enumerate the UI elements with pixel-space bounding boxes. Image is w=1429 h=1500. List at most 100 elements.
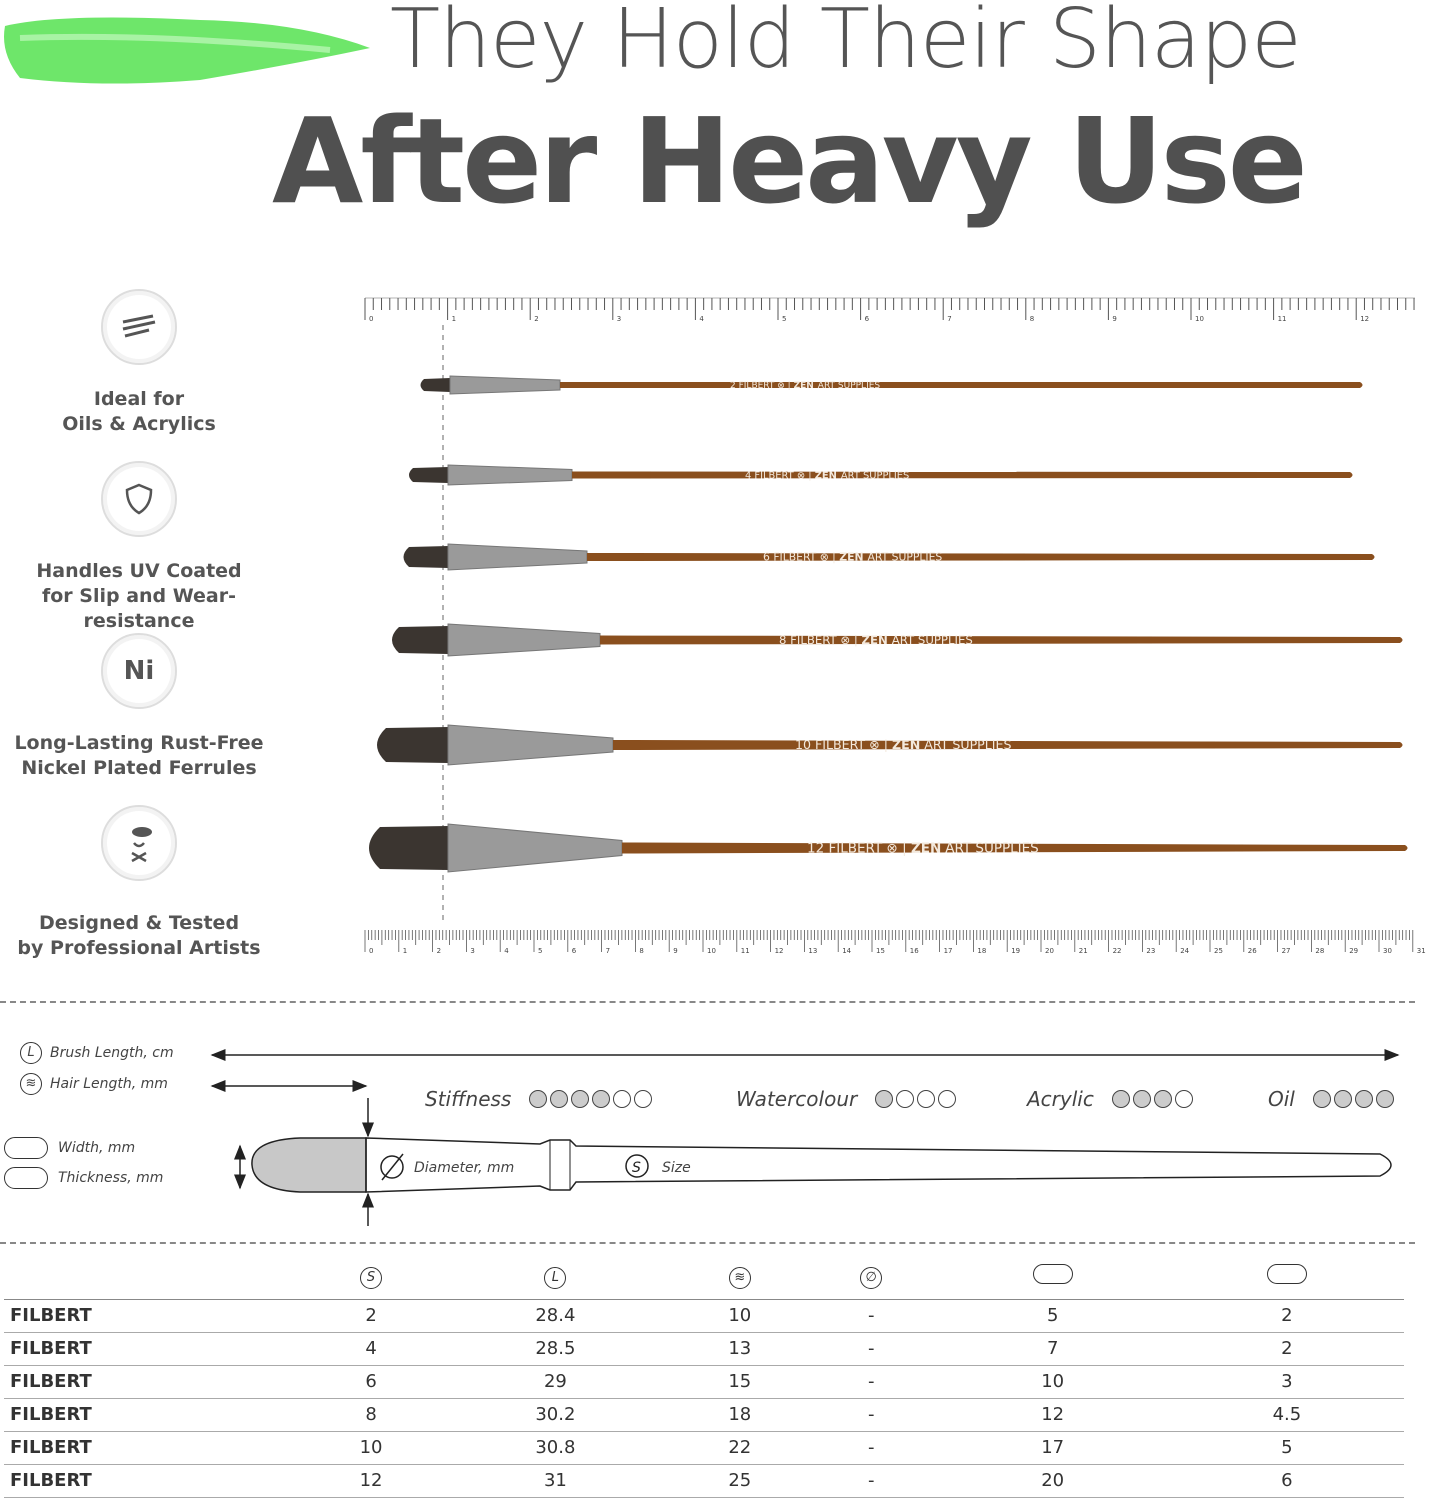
rating-dot [896, 1090, 915, 1108]
hair-length-icon: ≋ [20, 1073, 42, 1095]
brush-size-8: 8 FILBERT ⊗ | ZEN ART SUPPLIES [392, 623, 1403, 657]
specs-table: S L ≋ ∅ FILBERT 2 28.4 10-5 2 FILBERT 4 28.5 13-… [4, 1255, 1404, 1498]
brand-name: ZEN [794, 381, 814, 391]
ruler-tick-label: 6 [572, 947, 577, 955]
ruler-tick-label: 10 [1195, 315, 1204, 323]
brand-name: ZEN [862, 633, 888, 647]
brush-ferrule [447, 464, 573, 486]
rating-label: Watercolour [736, 1087, 858, 1111]
brush-handle [572, 471, 1353, 479]
title-line-1: They Hold Their Shape [390, 0, 1302, 87]
ruler-tick-label: 14 [842, 947, 851, 955]
table-row: FILBERT 4 28.5 13-7 2 [4, 1332, 1404, 1366]
artist-icon [101, 805, 177, 881]
legend-thickness: Thickness, mm [4, 1167, 163, 1189]
divider [0, 1242, 1415, 1244]
table-cell: - [806, 1299, 936, 1333]
ruler-tick-label: 21 [1079, 947, 1088, 955]
table-cell: 29 [438, 1365, 673, 1399]
ruler-tick-label: 25 [1214, 947, 1223, 955]
table-cell: 20 [935, 1464, 1170, 1498]
feature-label: for Slip and Wear-resistance [41, 585, 237, 632]
table-cell: 4.5 [1169, 1398, 1404, 1432]
brush-ruler-illustration: 0 1 2 3 4 5 6 7 8 9 10 11 120 1 2 3 4 5 6 7 8 9 10 11 12 13 14 15 16… [364, 297, 1426, 955]
brush-handle [600, 635, 1403, 645]
brand-name: ZEN [815, 470, 837, 481]
ruler-tick-label: 27 [1282, 947, 1291, 955]
brush-bristles [403, 546, 448, 568]
width-icon [4, 1137, 48, 1159]
brand-name-rest: ART SUPPLIES [892, 633, 973, 647]
ruler-tick-label: 11 [1278, 315, 1287, 323]
rating-acrylic: Acrylic [1027, 1087, 1193, 1111]
brand-mark: ⊗ | [865, 737, 892, 752]
ruler-tick-label: 13 [808, 947, 817, 955]
header-thickness [1169, 1255, 1404, 1300]
brush-size-4: 4 FILBERT ⊗ | ZEN ART SUPPLIES [409, 464, 1353, 486]
table-cell: 10 [672, 1299, 807, 1333]
rating-dot [571, 1090, 590, 1108]
feature-label: Handles UV Coated [36, 560, 242, 582]
ruler-tick-label: 31 [1417, 947, 1426, 955]
ruler-tick-label: 26 [1248, 947, 1257, 955]
brush-type: FILBERT [828, 841, 882, 857]
rating-stiffness: Stiffness [425, 1087, 653, 1111]
ruler-tick-label: 24 [1180, 947, 1189, 955]
brand-name-rest: ART SUPPLIES [945, 841, 1039, 857]
brand-mark: ⊗ | [794, 470, 815, 481]
ruler-tick-label: 16 [910, 947, 919, 955]
ruler-tick-label: 8 [1030, 315, 1034, 323]
table-cell: 30.2 [438, 1398, 673, 1432]
brand-name-rest: ART SUPPLIES [924, 737, 1011, 752]
feature-label: Long-Lasting Rust-Free [14, 732, 264, 754]
feature-professional-artists: Designed & Tested by Professional Artists [0, 805, 278, 961]
brand-mark: ⊗ | [774, 381, 793, 391]
legend-diameter: Diameter, mm [414, 1160, 514, 1176]
table-cell: - [806, 1332, 936, 1366]
brush-type: FILBERT [815, 737, 865, 752]
brand-name-rest: ART SUPPLIES [818, 381, 881, 391]
legend-size: Size [662, 1160, 691, 1176]
ruler-tick-label: 15 [876, 947, 885, 955]
table-cell: FILBERT [4, 1365, 304, 1399]
ruler-tick-label: 4 [504, 947, 509, 955]
table-cell: 25 [672, 1464, 807, 1498]
ruler-tick-label: 9 [1112, 315, 1116, 323]
ruler-tick-label: 11 [741, 947, 750, 955]
brush-imprint: 2 FILBERT ⊗ | ZEN ART SUPPLIES [730, 381, 880, 391]
header-hair-length: ≋ [672, 1255, 807, 1300]
hair-length-icon: ≋ [728, 1266, 751, 1289]
rating-dot [1375, 1090, 1394, 1108]
ruler-tick-label: 9 [673, 947, 677, 955]
brand-name: ZEN [911, 841, 941, 857]
ruler-tick-label: 7 [947, 315, 951, 323]
feature-oils-acrylics: Ideal for Oils & Acrylics [0, 289, 278, 437]
table-cell: - [806, 1464, 936, 1498]
table-header: S L ≋ ∅ [4, 1255, 1404, 1300]
rating-dot [634, 1090, 653, 1108]
brush-imprint: 10 FILBERT ⊗ | ZEN ART SUPPLIES [795, 737, 1011, 752]
ruler-tick-label: 22 [1113, 947, 1122, 955]
brush-ferrule [449, 375, 561, 395]
table-cell: 17 [935, 1431, 1170, 1465]
size-icon: S [360, 1266, 383, 1289]
brush-ferrule [447, 543, 588, 571]
ruler-tick-label: 6 [865, 315, 870, 323]
brush-type: FILBERT [754, 470, 794, 481]
table-cell: FILBERT [4, 1464, 304, 1498]
brush-bristles [392, 626, 448, 654]
rating-dot [550, 1090, 569, 1108]
brush-size-6: 6 FILBERT ⊗ | ZEN ART SUPPLIES [403, 543, 1375, 571]
brush-size-number: 4 [745, 470, 754, 481]
table-cell: 30.8 [438, 1431, 673, 1465]
ruler-tick-label: 5 [782, 315, 786, 323]
table-cell: FILBERT [4, 1431, 304, 1465]
width-icon [1032, 1264, 1073, 1285]
ruler-tick-label: 2 [437, 947, 441, 955]
thickness-icon [1266, 1264, 1307, 1285]
table-cell: FILBERT [4, 1398, 304, 1432]
rating-label: Stiffness [425, 1087, 512, 1111]
rating-dot [592, 1090, 611, 1108]
feature-label: Nickel Plated Ferrules [21, 757, 257, 779]
rating-dot [529, 1090, 548, 1108]
